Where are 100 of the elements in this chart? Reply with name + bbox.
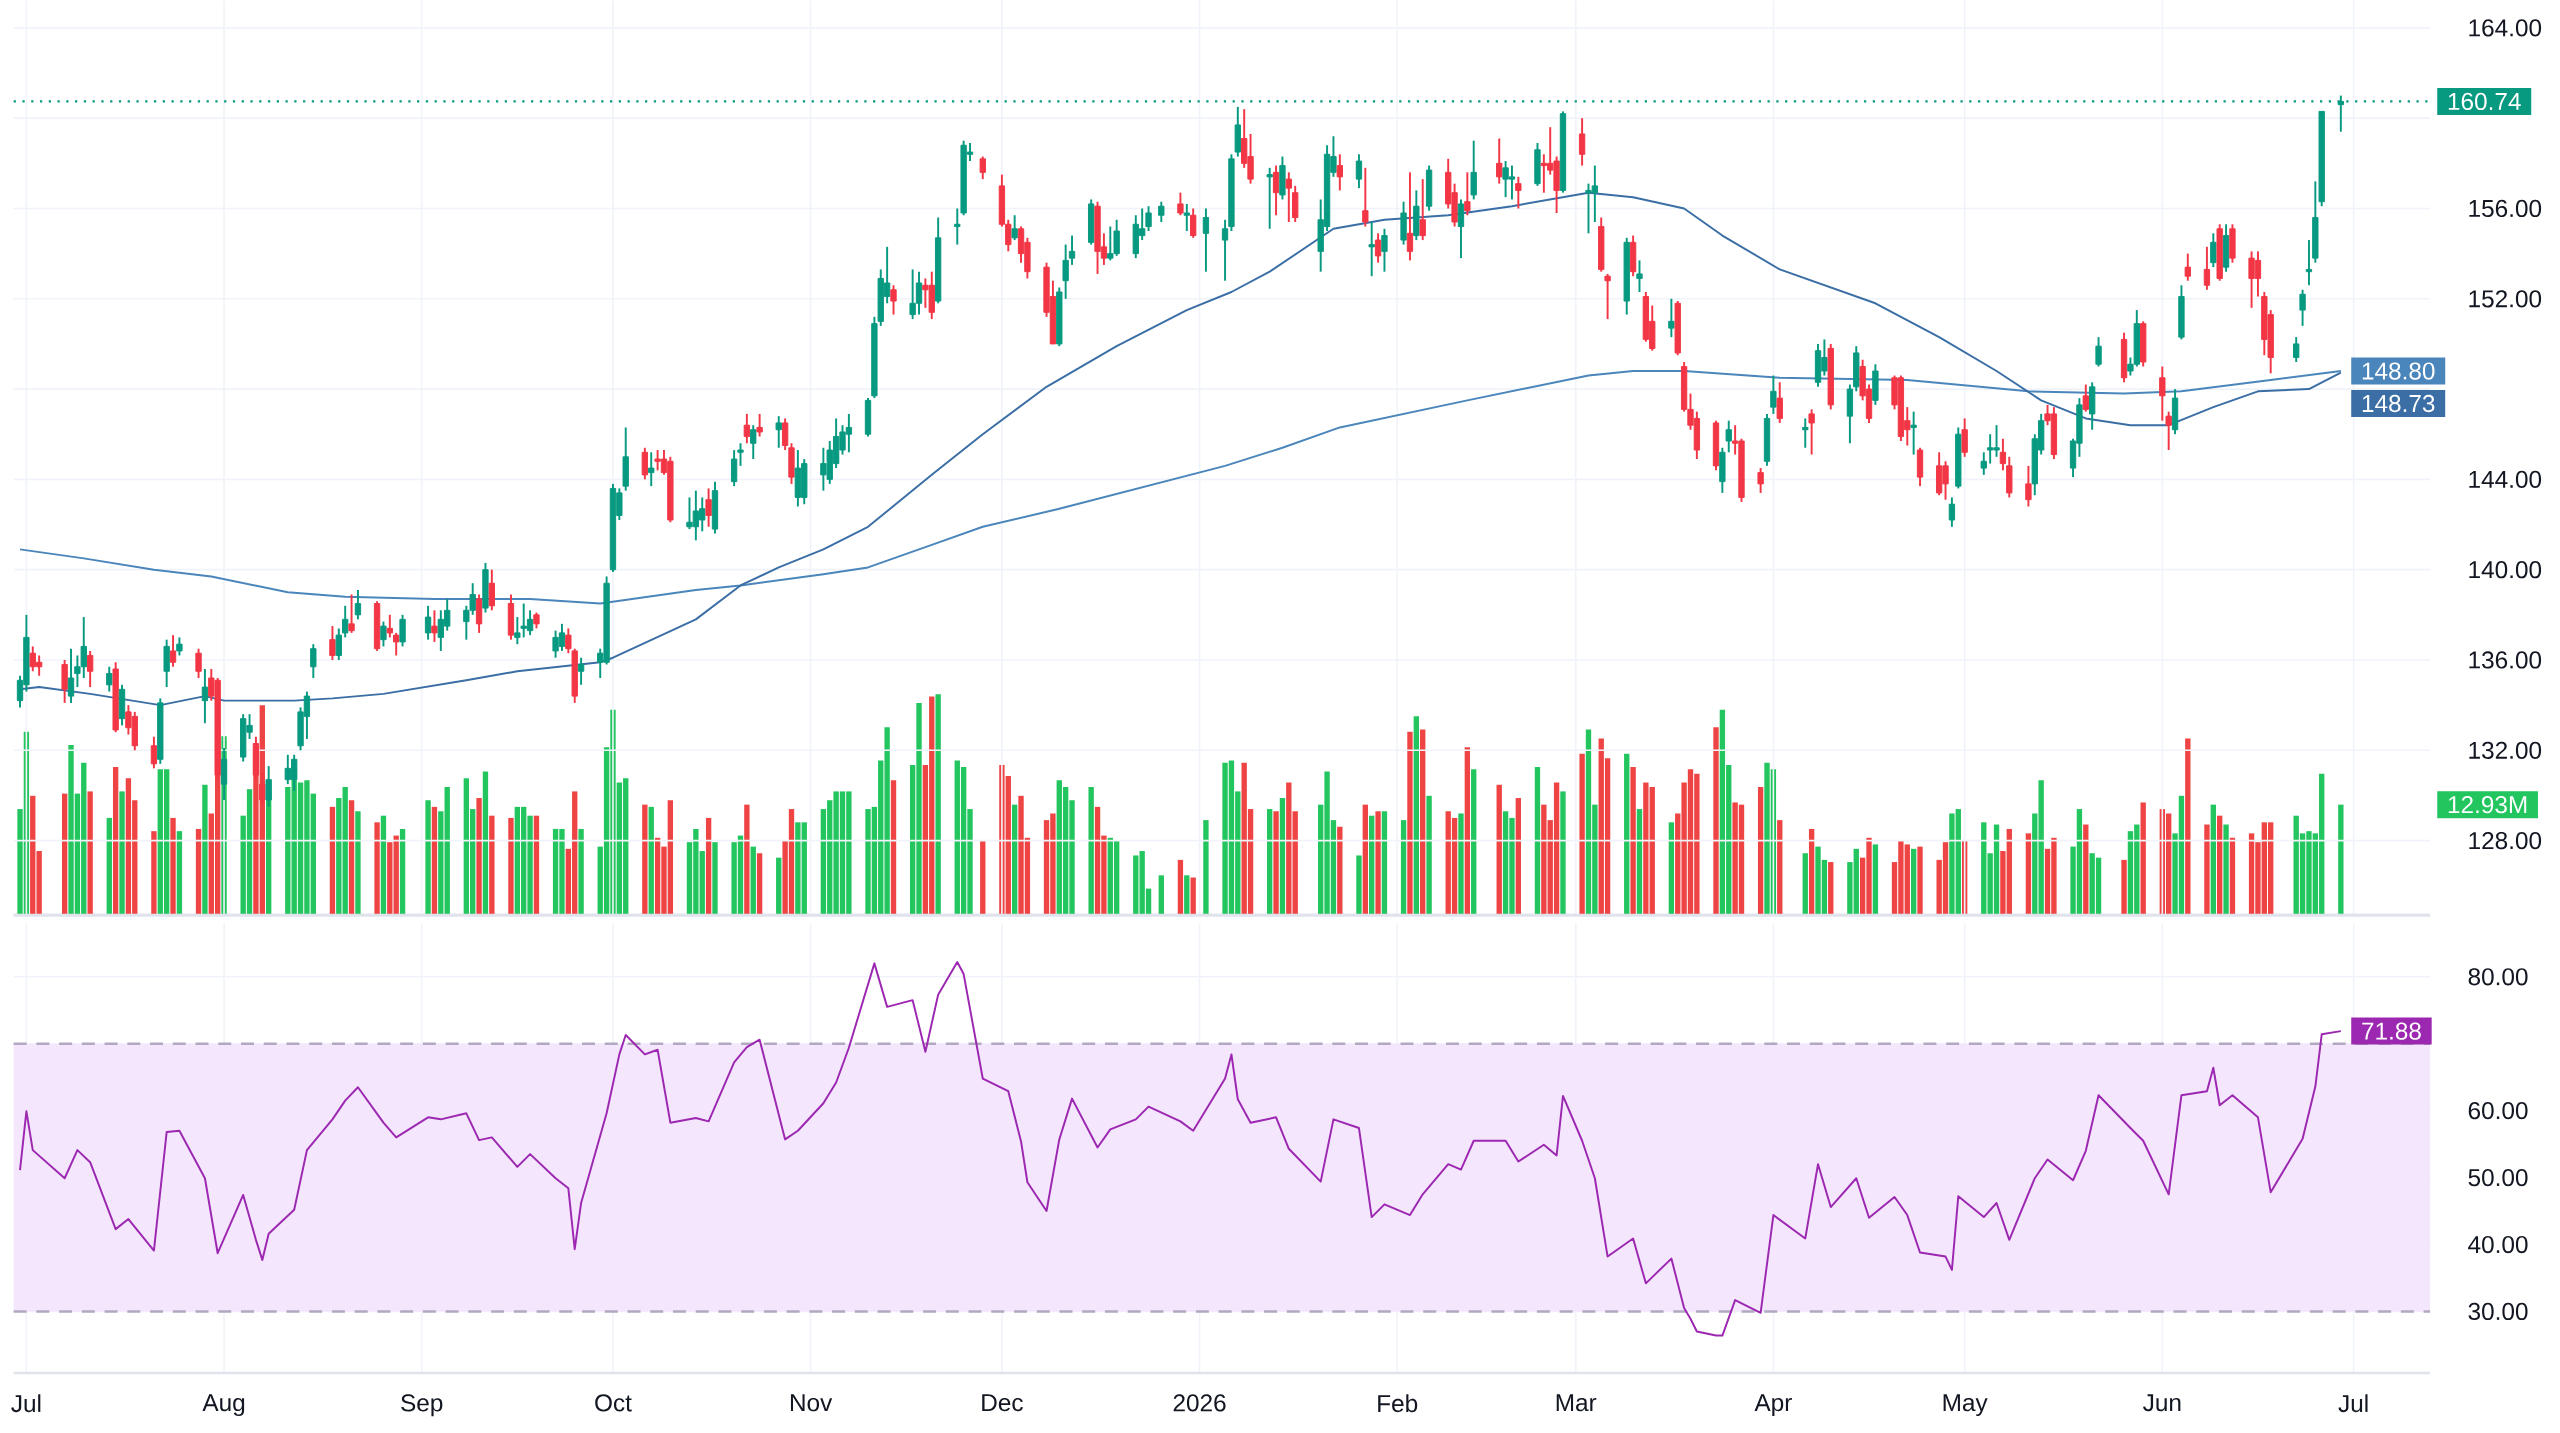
bar <box>1292 811 1298 916</box>
bar <box>119 791 125 916</box>
x-tick-label: Oct <box>595 1394 632 1412</box>
bar <box>1496 784 1502 916</box>
data-label: 148.80 <box>2362 362 2435 380</box>
bar <box>444 786 450 916</box>
x-tick-label: Mar <box>1556 1394 1597 1412</box>
candlestick <box>1177 191 1184 217</box>
y-tick-label: 80.00 <box>2468 968 2528 986</box>
x-tick-label: 2026 <box>1173 1394 1226 1412</box>
candlestick <box>2025 464 2032 508</box>
bar <box>336 797 342 916</box>
bar <box>642 804 648 916</box>
candlestick <box>743 412 751 445</box>
bar <box>1534 767 1541 916</box>
candlestick <box>1515 175 1522 210</box>
candlestick <box>775 415 782 449</box>
candlestick <box>1419 178 1426 241</box>
bar <box>87 791 93 916</box>
bar <box>1337 826 1343 916</box>
candlestick <box>1457 198 1465 260</box>
candlestick <box>979 155 986 181</box>
candlestick <box>67 647 75 704</box>
bar <box>1458 813 1464 916</box>
bar <box>890 780 897 916</box>
candlestick <box>201 667 209 725</box>
x-tick-label: Jul <box>11 1394 41 1413</box>
candlestick <box>393 631 400 657</box>
bar <box>176 831 183 916</box>
candlestick <box>488 568 495 612</box>
candlestick <box>737 442 744 467</box>
bar <box>1088 786 1094 916</box>
bar <box>387 842 393 916</box>
candlestick <box>1776 381 1783 424</box>
bar <box>1917 846 1923 916</box>
data-label: 148.73 <box>2362 394 2435 413</box>
bar <box>202 784 208 916</box>
line-series <box>19 369 2342 605</box>
candlestick <box>1145 205 1152 232</box>
bar <box>1369 815 1375 916</box>
bar <box>533 815 540 916</box>
bar <box>1777 820 1783 916</box>
bar <box>329 806 336 916</box>
candlestick <box>1272 164 1280 217</box>
candlestick <box>1999 437 2007 472</box>
bar <box>399 828 406 916</box>
candlestick <box>2299 288 2306 327</box>
candlestick <box>1910 410 1917 456</box>
candlestick <box>1374 232 1382 264</box>
data-label: 71.88 <box>2362 1022 2421 1040</box>
bar <box>476 797 482 916</box>
candlestick <box>1190 207 1197 239</box>
bar <box>2210 804 2216 916</box>
candlestick <box>2184 252 2191 282</box>
bar <box>1668 822 1675 916</box>
candlestick <box>577 656 585 686</box>
candlestick <box>1183 202 1190 232</box>
bar <box>1426 795 1432 916</box>
bar <box>1356 855 1362 916</box>
bar <box>1420 729 1426 916</box>
candlestick <box>890 284 897 316</box>
bar <box>1802 853 1808 916</box>
bar <box>482 771 489 916</box>
bar <box>151 831 157 916</box>
line-series <box>19 960 2342 1337</box>
bar <box>393 835 399 916</box>
bar <box>106 817 112 916</box>
bar <box>1286 782 1292 916</box>
x-tick-label: Jun <box>2143 1394 2181 1412</box>
candlestick <box>424 604 432 641</box>
bar <box>1757 786 1764 916</box>
candlestick <box>1202 207 1210 273</box>
candlestick <box>335 627 342 661</box>
bar <box>431 806 438 916</box>
candlestick <box>1285 171 1292 223</box>
bar <box>935 694 941 916</box>
bar <box>1279 797 1286 916</box>
bar <box>195 828 202 916</box>
bar <box>1630 767 1636 916</box>
bar <box>744 804 750 916</box>
candlestick <box>86 649 94 688</box>
bar <box>2217 815 2223 916</box>
candlestick <box>1470 139 1477 201</box>
bar <box>2140 802 2146 916</box>
bar <box>508 817 514 916</box>
bar <box>1190 877 1196 916</box>
candlestick <box>1757 467 1764 494</box>
candlestick <box>648 451 655 488</box>
candlestick <box>1668 297 1675 339</box>
bar <box>1381 811 1388 916</box>
candlestick <box>354 588 362 621</box>
bar <box>750 846 756 916</box>
bar <box>1560 791 1566 916</box>
bar <box>2025 833 2032 916</box>
bar <box>1203 820 1209 916</box>
x-tick-label: Nov <box>790 1394 833 1412</box>
candlestick <box>380 620 387 648</box>
bar <box>1624 753 1630 916</box>
bar <box>1158 875 1164 916</box>
bar <box>348 800 355 916</box>
